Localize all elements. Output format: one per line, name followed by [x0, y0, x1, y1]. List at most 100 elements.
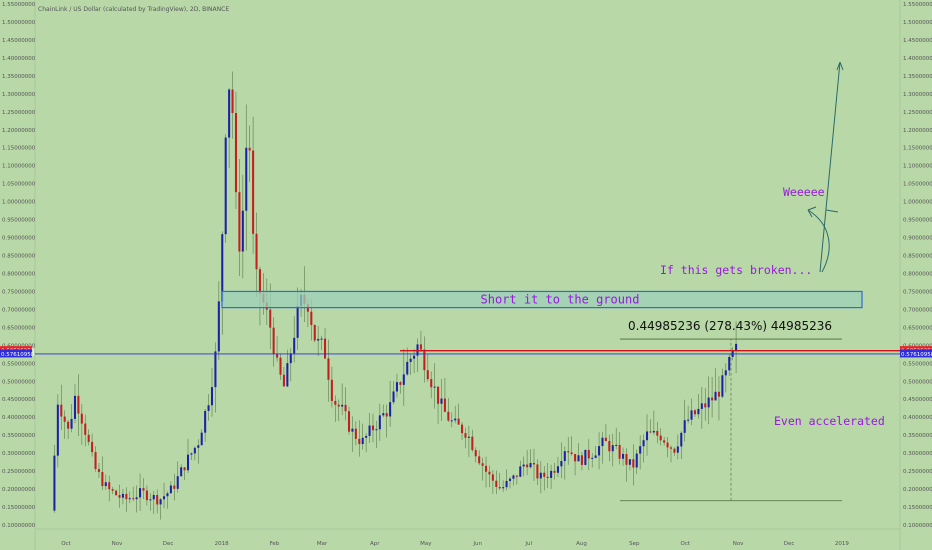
- y-tick-label-right: 0.80000000: [903, 271, 932, 277]
- candle-body: [478, 456, 481, 464]
- candle-body: [680, 432, 683, 447]
- candle-body: [392, 391, 395, 403]
- x-tick-label: Nov: [733, 541, 744, 547]
- candle-body: [276, 353, 279, 358]
- candle-body: [659, 435, 662, 441]
- candle-body: [142, 488, 145, 491]
- candle-body: [526, 464, 529, 468]
- candle-body: [625, 453, 628, 465]
- candle-body: [214, 351, 217, 388]
- y-tick-label-right: 0.45000000: [903, 397, 932, 403]
- candle-body: [632, 459, 635, 468]
- annotation-layer: 0.585252530.576109580.585252530.57610958…: [0, 61, 932, 502]
- candle-body: [505, 480, 508, 488]
- candle-body: [454, 418, 457, 421]
- candle-body: [245, 147, 248, 211]
- candle-body: [310, 311, 313, 326]
- candle-body: [135, 497, 138, 500]
- candle-body: [104, 482, 107, 487]
- candle-body: [700, 403, 703, 409]
- y-tick-label-right: 1.25000000: [903, 110, 932, 116]
- candle-body: [238, 192, 241, 252]
- candle-body: [484, 465, 488, 472]
- candle-body: [241, 210, 244, 252]
- candle-body: [344, 404, 347, 412]
- y-tick-label-left: 0.10000000: [2, 523, 36, 529]
- x-tick-label: 2019: [835, 541, 849, 547]
- price-tag-label: 0.57610958: [1, 352, 35, 358]
- price-tag-label: 0.57610958: [901, 352, 932, 358]
- candle-body: [296, 305, 299, 338]
- candle-body: [60, 404, 63, 417]
- candle-body: [186, 454, 190, 471]
- y-tick-label-right: 0.20000000: [903, 487, 932, 493]
- projection-line: [819, 61, 841, 273]
- candle-body: [440, 398, 443, 404]
- candle-body: [389, 402, 392, 417]
- candle-body: [286, 363, 289, 387]
- candle-body: [443, 398, 446, 412]
- y-tick-label-left: 0.75000000: [2, 289, 36, 295]
- candle-body: [347, 411, 351, 432]
- x-tick-label: Sep: [629, 541, 640, 547]
- candle-body: [354, 428, 357, 439]
- candle-body: [409, 358, 412, 362]
- candle-body: [690, 410, 693, 420]
- candle-body: [313, 325, 316, 341]
- y-tick-label-left: 1.25000000: [2, 110, 36, 116]
- y-tick-label-left: 0.65000000: [2, 325, 36, 331]
- candle-body: [327, 358, 330, 380]
- y-tick-label-right: 0.95000000: [903, 218, 932, 224]
- candle-body: [375, 429, 378, 431]
- y-tick-label-left: 1.40000000: [2, 56, 36, 62]
- candle-body: [145, 490, 148, 501]
- candle-body: [457, 418, 460, 425]
- candle-body: [282, 374, 285, 387]
- candle-body: [115, 490, 118, 496]
- y-tick-label-left: 1.50000000: [2, 20, 36, 26]
- candle-body: [683, 420, 686, 433]
- y-tick-label-left: 1.30000000: [2, 92, 36, 98]
- candle-body: [707, 397, 710, 408]
- y-tick-label-right: 0.15000000: [903, 505, 932, 511]
- candle-body: [553, 470, 556, 473]
- y-tick-label-right: 1.30000000: [903, 92, 932, 98]
- candle-body: [669, 447, 673, 449]
- candle-body: [711, 397, 714, 401]
- candle-body: [447, 411, 450, 421]
- candle-body: [704, 403, 707, 408]
- candle-body: [94, 452, 97, 470]
- candle-body: [604, 437, 607, 442]
- candle-body: [656, 430, 659, 436]
- candle-body: [498, 486, 501, 489]
- candle-body: [121, 493, 124, 498]
- y-tick-label-left: 1.05000000: [2, 182, 36, 188]
- candle-body: [724, 370, 727, 376]
- y-tick-label-left: 1.45000000: [2, 38, 36, 44]
- candle-body: [77, 395, 80, 414]
- short-zone-label: Short it to the ground: [481, 293, 640, 307]
- candle-body: [272, 327, 275, 354]
- candle-body: [495, 480, 498, 487]
- x-tick-label: Aug: [576, 541, 587, 547]
- y-tick-label-left: 1.55000000: [2, 2, 36, 8]
- x-tick-label: Jul: [524, 541, 532, 547]
- candle-body: [204, 410, 207, 433]
- curved-arrow-head: [807, 206, 817, 218]
- candle-body: [721, 375, 724, 397]
- candle-body: [234, 112, 237, 193]
- candle-body: [717, 391, 720, 397]
- candle-body: [474, 450, 477, 457]
- candle-body: [255, 233, 258, 270]
- y-tick-label-left: 0.25000000: [2, 469, 36, 475]
- candle-body: [53, 455, 56, 511]
- projection-arrowhead: [836, 61, 844, 71]
- candle-body: [395, 382, 398, 392]
- x-tick-label: Dec: [163, 541, 174, 547]
- candle-body: [666, 442, 669, 448]
- candle-body: [714, 391, 717, 401]
- y-tick-label-left: 0.30000000: [2, 451, 36, 457]
- candle-body: [56, 404, 59, 456]
- candle-body: [197, 445, 200, 448]
